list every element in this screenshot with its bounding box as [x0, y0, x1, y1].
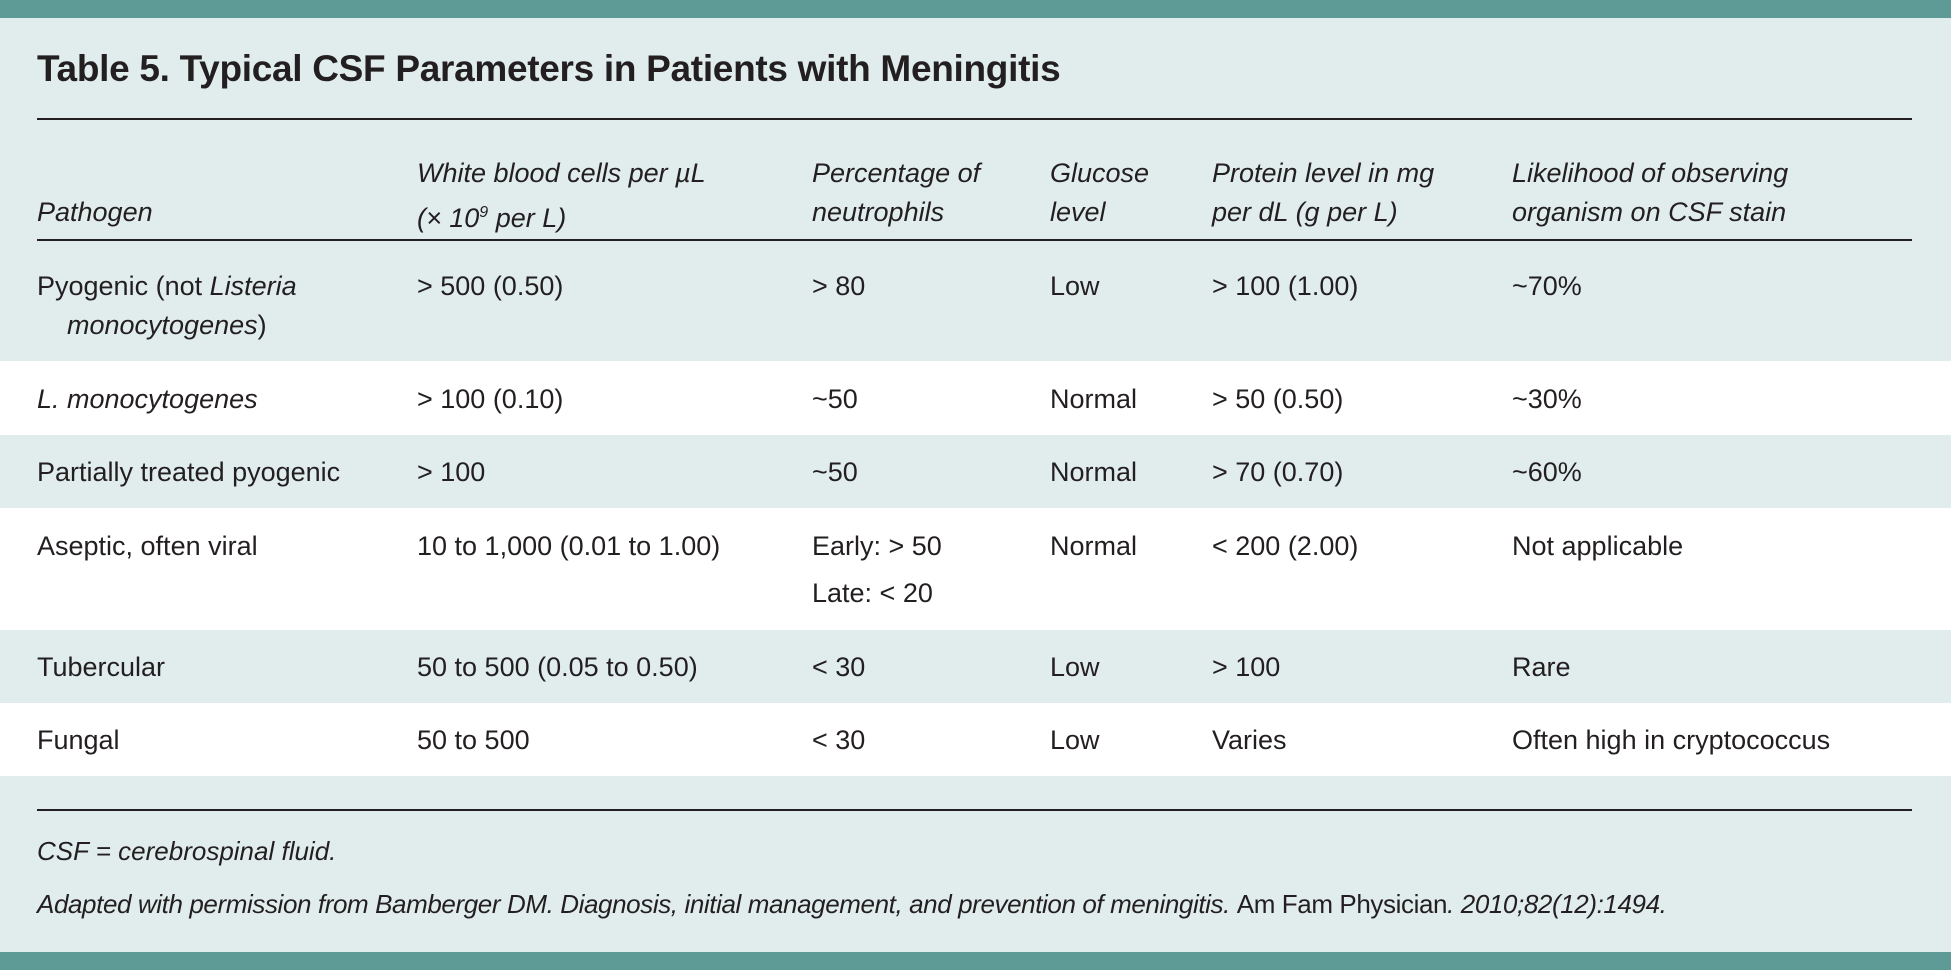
cell-protein: > 100 [1212, 652, 1281, 682]
cell-pathogen: Fungal [37, 725, 120, 755]
cell-neutrophils: Early: > 50 Late: < 20 [812, 531, 942, 608]
cell-protein: > 100 (1.00) [1212, 271, 1359, 301]
cell-likelihood: Rare [1512, 652, 1571, 682]
cell-wbc: > 100 (0.10) [417, 384, 564, 414]
header-rule [37, 239, 1912, 241]
cell-pathogen: Aseptic, often viral [37, 531, 258, 561]
cell-likelihood: Not applicable [1512, 531, 1684, 561]
title-rule [37, 118, 1912, 120]
cell-wbc: 50 to 500 (0.05 to 0.50) [417, 652, 698, 682]
header-wbc: White blood cells per µL (× 109 per L) [417, 158, 706, 233]
cell-pathogen: Partially treated pyogenic [37, 457, 341, 487]
cell-protein: Varies [1212, 725, 1287, 755]
footnote-source: Adapted with permission from Bamberger D… [37, 889, 1667, 919]
cell-likelihood: ~30% [1512, 384, 1582, 414]
cell-glucose: Normal [1050, 384, 1138, 414]
footnote-abbreviation: CSF = cerebrospinal fluid. [37, 836, 337, 866]
top-band [0, 0, 1951, 18]
cell-neutrophils: < 30 [812, 725, 866, 755]
cell-protein: > 70 (0.70) [1212, 457, 1344, 487]
cell-neutrophils: < 30 [812, 652, 866, 682]
row-band-6 [0, 703, 1951, 776]
cell-neutrophils: > 80 [812, 271, 866, 301]
cell-wbc: > 100 [417, 457, 486, 487]
cell-glucose: Low [1050, 652, 1100, 682]
cell-neutrophils: ~50 [812, 457, 858, 487]
cell-pathogen: Tubercular [37, 652, 166, 682]
cell-protein: < 200 (2.00) [1212, 531, 1359, 561]
cell-likelihood: Often high in cryptococcus [1512, 725, 1831, 755]
cell-wbc: > 500 (0.50) [417, 271, 564, 301]
cell-pathogen: L. monocytogenes [37, 384, 258, 414]
cell-protein: > 50 (0.50) [1212, 384, 1344, 414]
cell-wbc: 50 to 500 [417, 725, 530, 755]
cell-pathogen: Pyogenic (not Listeria monocytogenes) [37, 271, 297, 340]
row-band-2 [0, 361, 1951, 435]
cell-glucose: Low [1050, 271, 1100, 301]
header-protein: Protein level in mg per dL (g per L) [1212, 158, 1435, 227]
header-neutrophils: Percentage of neutrophils [812, 158, 981, 227]
cell-likelihood: ~60% [1512, 457, 1582, 487]
cell-glucose: Normal [1050, 457, 1138, 487]
header-pathogen: Pathogen [37, 197, 153, 227]
footer-rule [37, 809, 1912, 811]
bottom-band [0, 952, 1951, 970]
header-glucose: Glucose level [1050, 158, 1150, 227]
cell-glucose: Low [1050, 725, 1100, 755]
cell-neutrophils: ~50 [812, 384, 858, 414]
cell-likelihood: ~70% [1512, 271, 1582, 301]
row-band-4 [0, 508, 1951, 630]
header-likelihood: Likelihood of observing organism on CSF s… [1512, 158, 1789, 227]
cell-glucose: Normal [1050, 531, 1138, 561]
cell-wbc: 10 to 1,000 (0.01 to 1.00) [417, 531, 721, 561]
table-title: Table 5. Typical CSF Parameters in Patie… [37, 48, 1061, 89]
